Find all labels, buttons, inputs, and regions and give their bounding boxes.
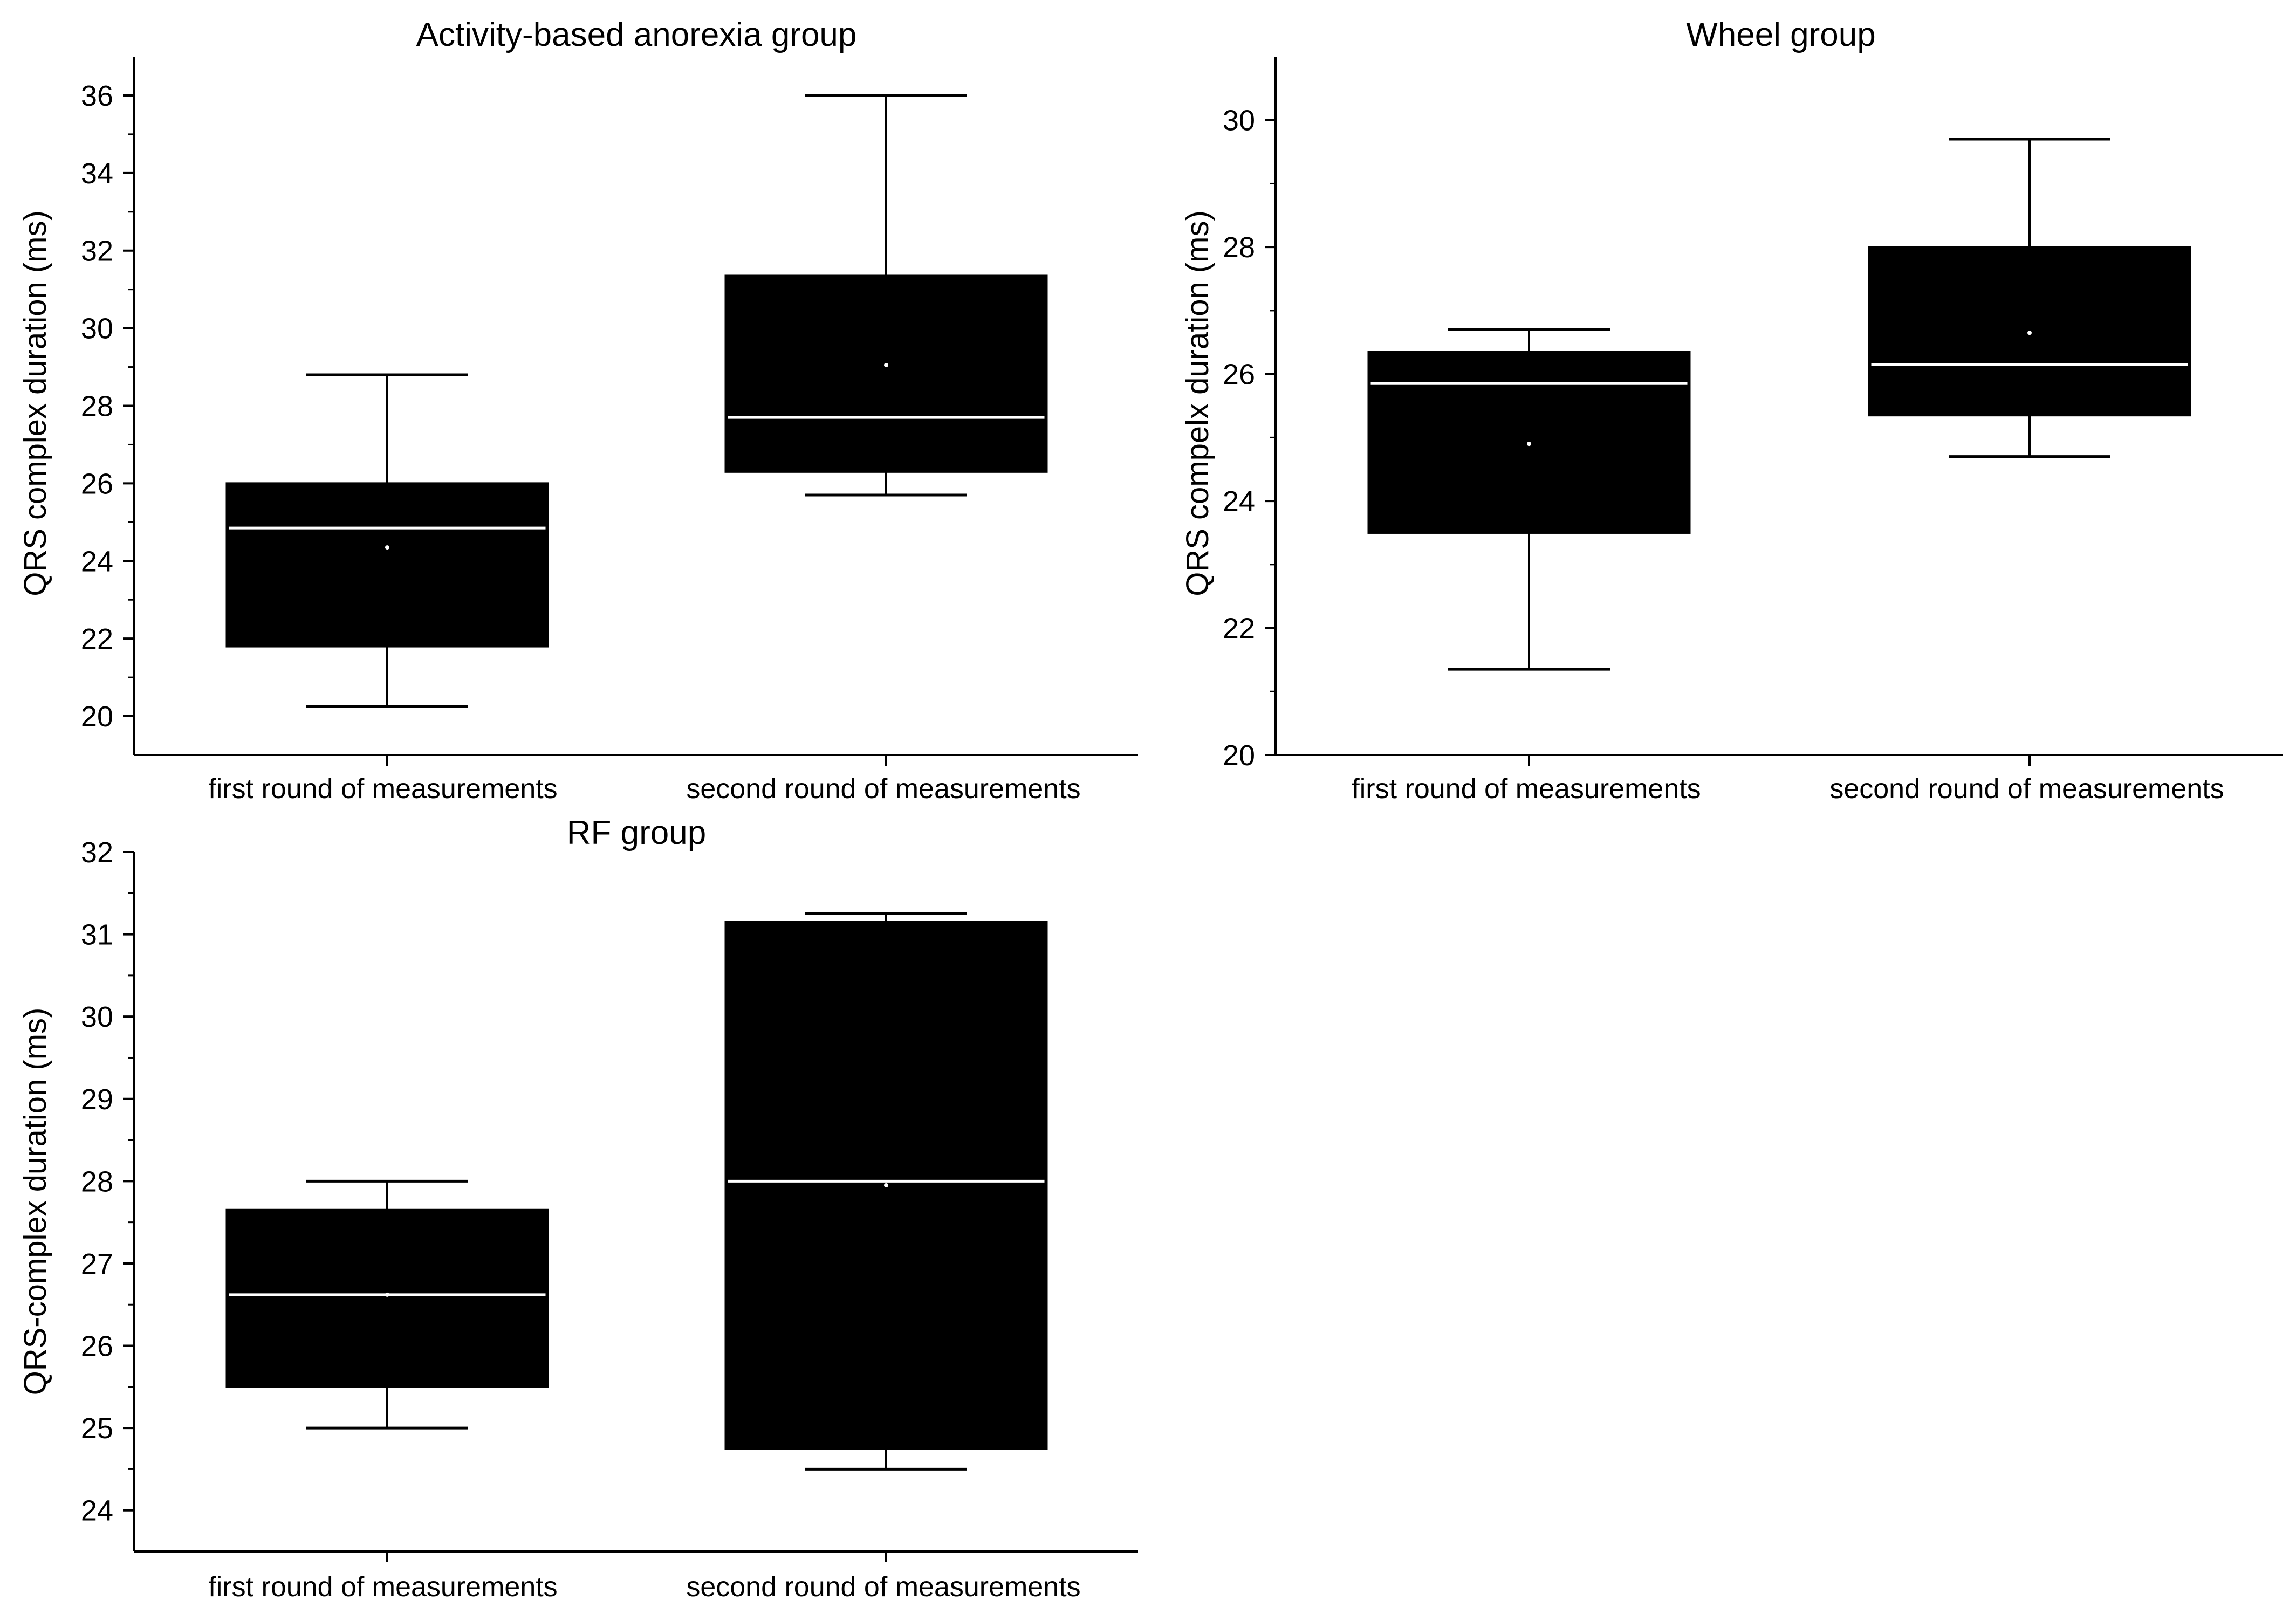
wheel-group-panel: Wheel group QRS compelx duration (ms) fi…: [1180, 16, 2283, 805]
rf-y-tick-label: 24: [81, 1495, 113, 1527]
mean-marker: [884, 362, 888, 367]
rf-y-tick-label: 32: [81, 836, 113, 869]
iqr-box: [225, 482, 549, 648]
abo-box-second: [724, 94, 1048, 497]
abo-y-tick-label: 28: [81, 390, 113, 423]
wheel-box-second: [1868, 138, 2191, 458]
wheel-box-first: [1367, 328, 1691, 671]
abo-group-panel: Activity-based anorexia group QRS comple…: [18, 16, 1138, 805]
rf-y-axis-title: QRS-complex duration (ms): [18, 1008, 53, 1396]
abo-chart-title: Activity-based anorexia group: [416, 16, 857, 53]
wheel-axes: 20 22 24 26 28 30: [1223, 57, 2283, 772]
wheel-y-tick-label: 26: [1223, 359, 1255, 391]
rf-boxes: [225, 912, 1048, 1471]
abo-y-tick-label: 30: [81, 313, 113, 345]
abo-y-tick-label: 24: [81, 545, 113, 578]
abo-boxes: [225, 94, 1048, 708]
abo-box-first: [225, 373, 549, 708]
abo-y-tick-label: 34: [81, 157, 113, 190]
rf-axes: 24 25 26 27 28 29 30 31 32: [81, 836, 1138, 1562]
iqr-box: [724, 274, 1048, 473]
mean-marker: [385, 545, 389, 550]
rf-y-tick-label: 28: [81, 1165, 113, 1198]
rf-x-label-first: first round of measurements: [208, 1571, 557, 1603]
abo-y-tick-label: 20: [81, 700, 113, 733]
rf-y-tick-label: 31: [81, 919, 113, 951]
abo-y-tick-label: 32: [81, 235, 113, 267]
abo-x-label-first: first round of measurements: [208, 773, 557, 805]
rf-y-tick-label: 30: [81, 1001, 113, 1033]
iqr-box: [225, 1208, 549, 1388]
wheel-x-label-first: first round of measurements: [1352, 773, 1701, 805]
mean-marker: [385, 1292, 389, 1297]
wheel-boxes: [1367, 138, 2191, 671]
abo-y-tick-label: 22: [81, 623, 113, 655]
abo-y-tick-label: 26: [81, 468, 113, 500]
abo-y-axis-title: QRS complex duration (ms): [18, 210, 53, 596]
mean-marker: [2027, 331, 2032, 335]
wheel-y-axis-title: QRS compelx duration (ms): [1180, 210, 1215, 596]
wheel-y-tick-label: 30: [1223, 105, 1255, 137]
wheel-x-label-second: second round of measurements: [1829, 773, 2224, 805]
mean-marker: [1527, 442, 1531, 447]
rf-y-tick-label: 25: [81, 1412, 113, 1445]
abo-axes: 20 22 24 26 28 30 32 34 36: [81, 57, 1138, 766]
wheel-y-tick-label: 28: [1223, 231, 1255, 264]
wheel-y-tick-label: 24: [1223, 485, 1255, 518]
abo-y-tick-label: 36: [81, 80, 113, 112]
abo-x-label-second: second round of measurements: [686, 773, 1080, 805]
rf-box-second: [724, 912, 1048, 1471]
rf-x-label-second: second round of measurements: [686, 1571, 1080, 1603]
rf-y-tick-label: 27: [81, 1248, 113, 1280]
rf-box-first: [225, 1179, 549, 1430]
rf-group-panel: RF group QRS-complex duration (ms) first…: [18, 814, 1138, 1603]
rf-y-tick-label: 26: [81, 1330, 113, 1363]
rf-chart-title: RF group: [567, 814, 706, 851]
rf-y-tick-label: 29: [81, 1083, 113, 1116]
wheel-y-tick-label: 22: [1223, 613, 1255, 645]
wheel-y-tick-label: 20: [1223, 739, 1255, 772]
wheel-chart-title: Wheel group: [1686, 16, 1876, 53]
mean-marker: [884, 1183, 888, 1187]
